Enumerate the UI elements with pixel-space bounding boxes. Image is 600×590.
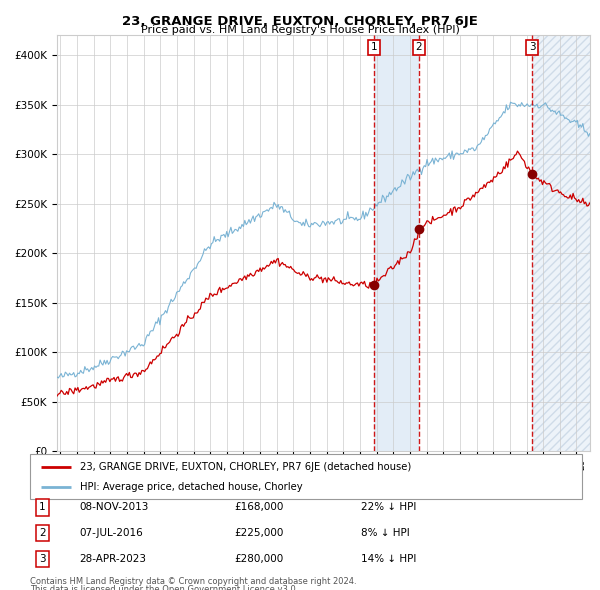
Text: 8% ↓ HPI: 8% ↓ HPI [361, 528, 410, 538]
Text: 1: 1 [39, 503, 46, 512]
Text: 2: 2 [39, 528, 46, 538]
Text: 3: 3 [529, 42, 535, 53]
Text: 23, GRANGE DRIVE, EUXTON, CHORLEY, PR7 6JE: 23, GRANGE DRIVE, EUXTON, CHORLEY, PR7 6… [122, 15, 478, 28]
Text: 23, GRANGE DRIVE, EUXTON, CHORLEY, PR7 6JE (detached house): 23, GRANGE DRIVE, EUXTON, CHORLEY, PR7 6… [80, 462, 411, 471]
Text: 1: 1 [371, 42, 377, 53]
Text: 28-APR-2023: 28-APR-2023 [80, 554, 146, 564]
Text: 08-NOV-2013: 08-NOV-2013 [80, 503, 149, 512]
Text: £168,000: £168,000 [234, 503, 284, 512]
Text: 3: 3 [39, 554, 46, 564]
Text: £225,000: £225,000 [234, 528, 284, 538]
Text: 14% ↓ HPI: 14% ↓ HPI [361, 554, 416, 564]
Text: Contains HM Land Registry data © Crown copyright and database right 2024.: Contains HM Land Registry data © Crown c… [30, 577, 356, 586]
Text: £280,000: £280,000 [234, 554, 283, 564]
Bar [532, 35, 590, 451]
Text: 07-JUL-2016: 07-JUL-2016 [80, 528, 143, 538]
Bar [374, 35, 419, 451]
Text: 22% ↓ HPI: 22% ↓ HPI [361, 503, 416, 512]
Text: 2: 2 [415, 42, 422, 53]
Text: This data is licensed under the Open Government Licence v3.0.: This data is licensed under the Open Gov… [30, 585, 298, 590]
Text: Price paid vs. HM Land Registry's House Price Index (HPI): Price paid vs. HM Land Registry's House … [140, 25, 460, 35]
Text: HPI: Average price, detached house, Chorley: HPI: Average price, detached house, Chor… [80, 483, 302, 493]
